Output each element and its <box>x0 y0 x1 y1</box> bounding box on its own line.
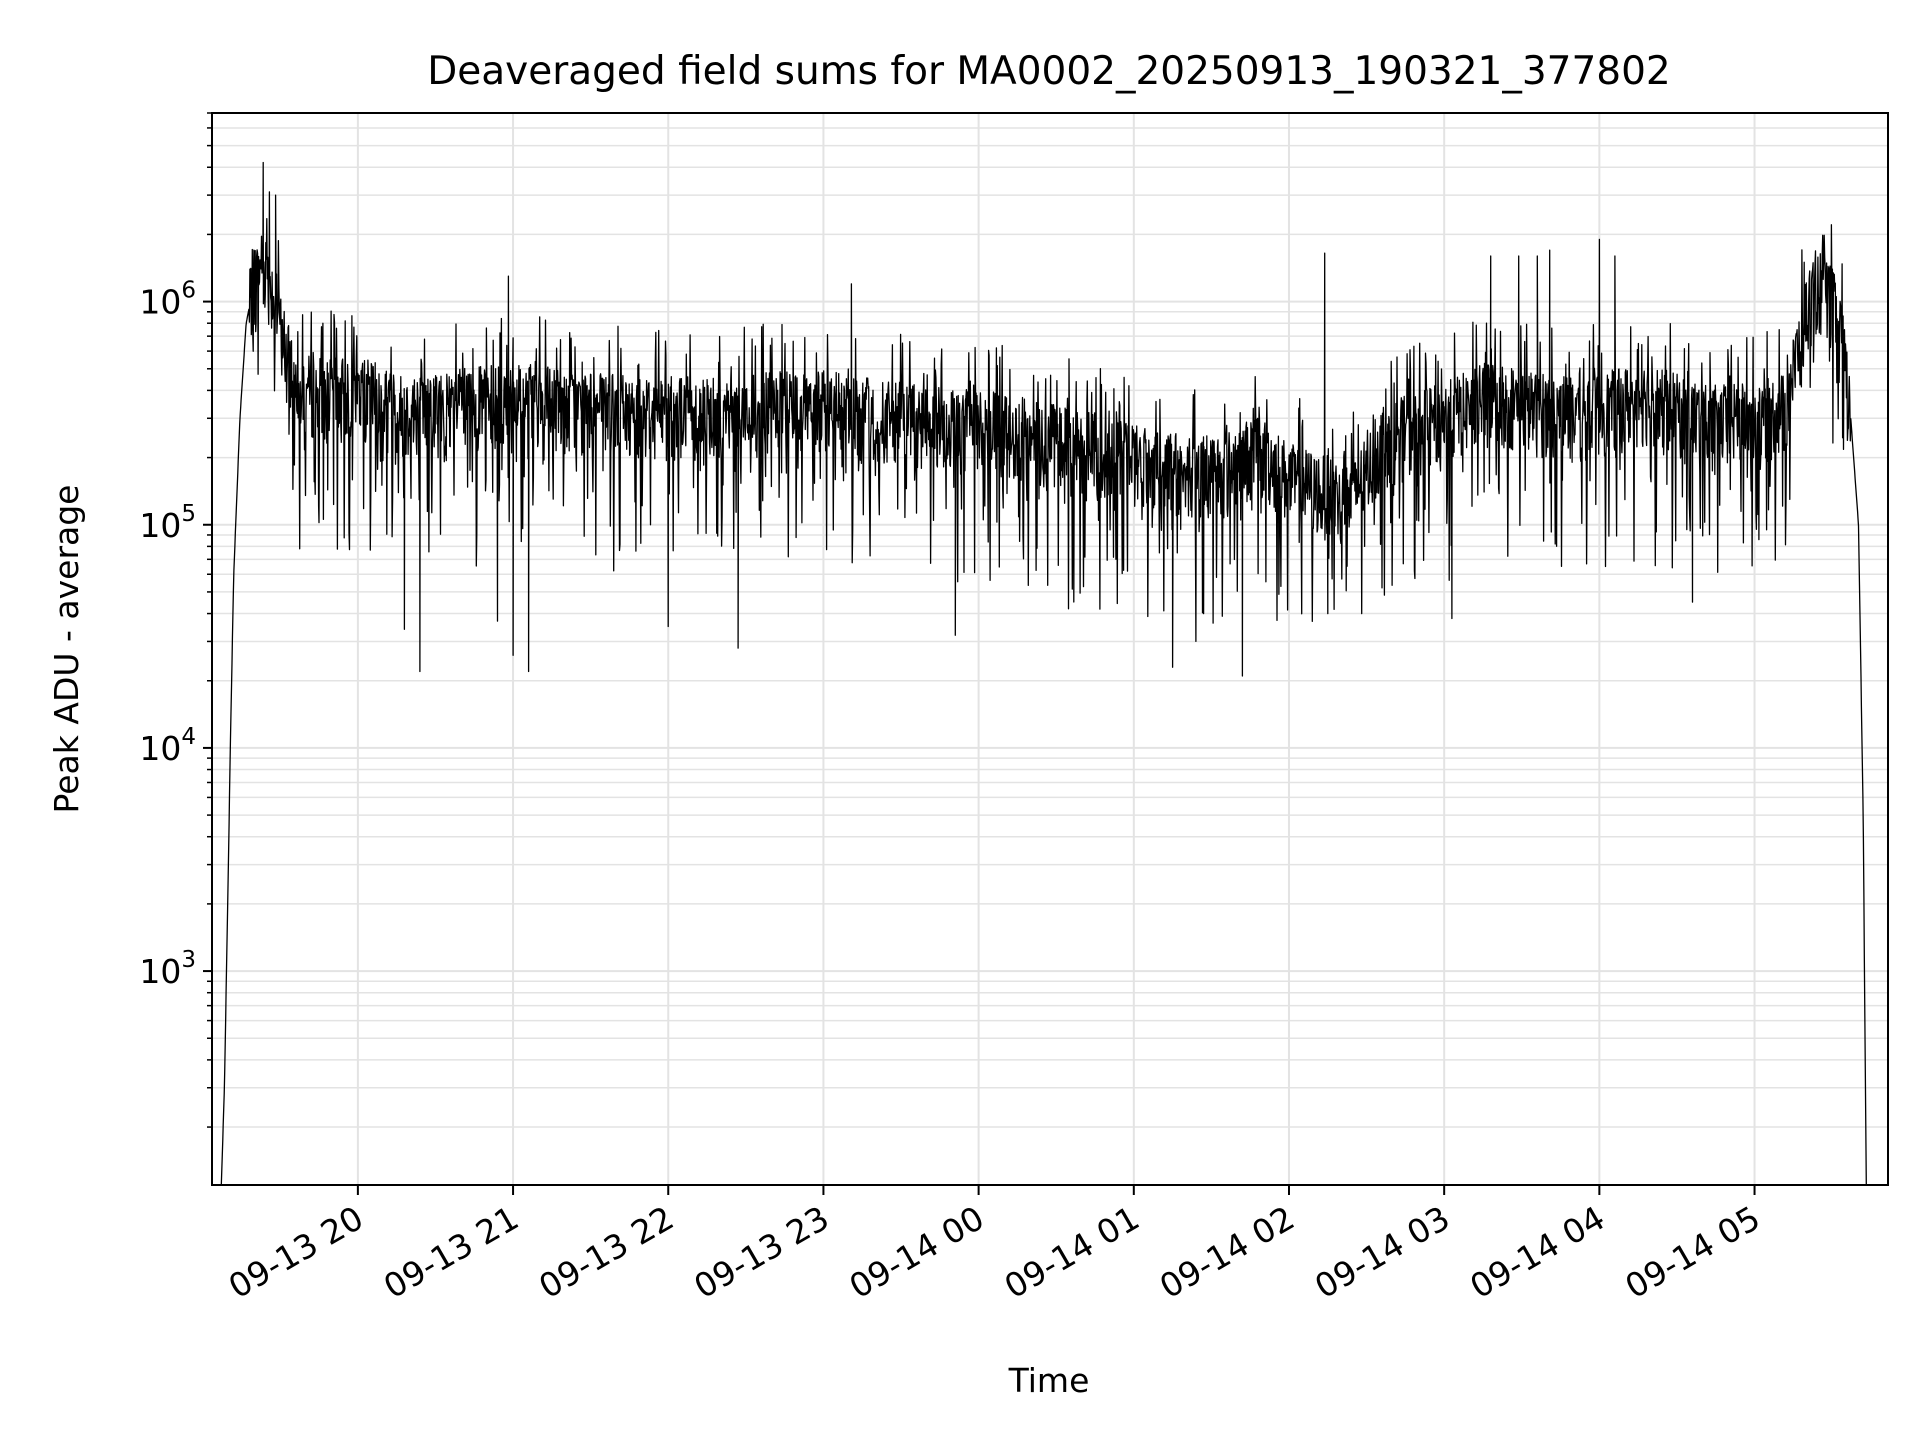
plot-frame <box>211 112 1889 1186</box>
y-tick-exponent: 3 <box>181 947 196 973</box>
y-tick-exponent: 4 <box>181 724 196 750</box>
series-line <box>220 161 1867 1186</box>
y-tick-base: 10 <box>139 952 181 991</box>
y-tick-exponent: 5 <box>181 501 196 527</box>
y-tick-label: 105 <box>139 501 196 545</box>
data-series <box>220 161 1867 1186</box>
y-tick-exponent: 6 <box>181 278 196 304</box>
y-tick-label: 104 <box>139 724 196 768</box>
chart-title: Deaveraged field sums for MA0002_2025091… <box>427 49 1671 94</box>
y-tick-base: 10 <box>139 283 181 322</box>
y-tick-label: 103 <box>139 947 196 991</box>
grid-lines <box>212 112 1888 1185</box>
y-tick-base: 10 <box>139 506 181 545</box>
y-tick-label: 106 <box>139 278 196 322</box>
x-axis-label: Time <box>1008 1361 1090 1400</box>
y-axis-label: Peak ADU - average <box>47 485 86 814</box>
y-tick-base: 10 <box>139 729 181 768</box>
